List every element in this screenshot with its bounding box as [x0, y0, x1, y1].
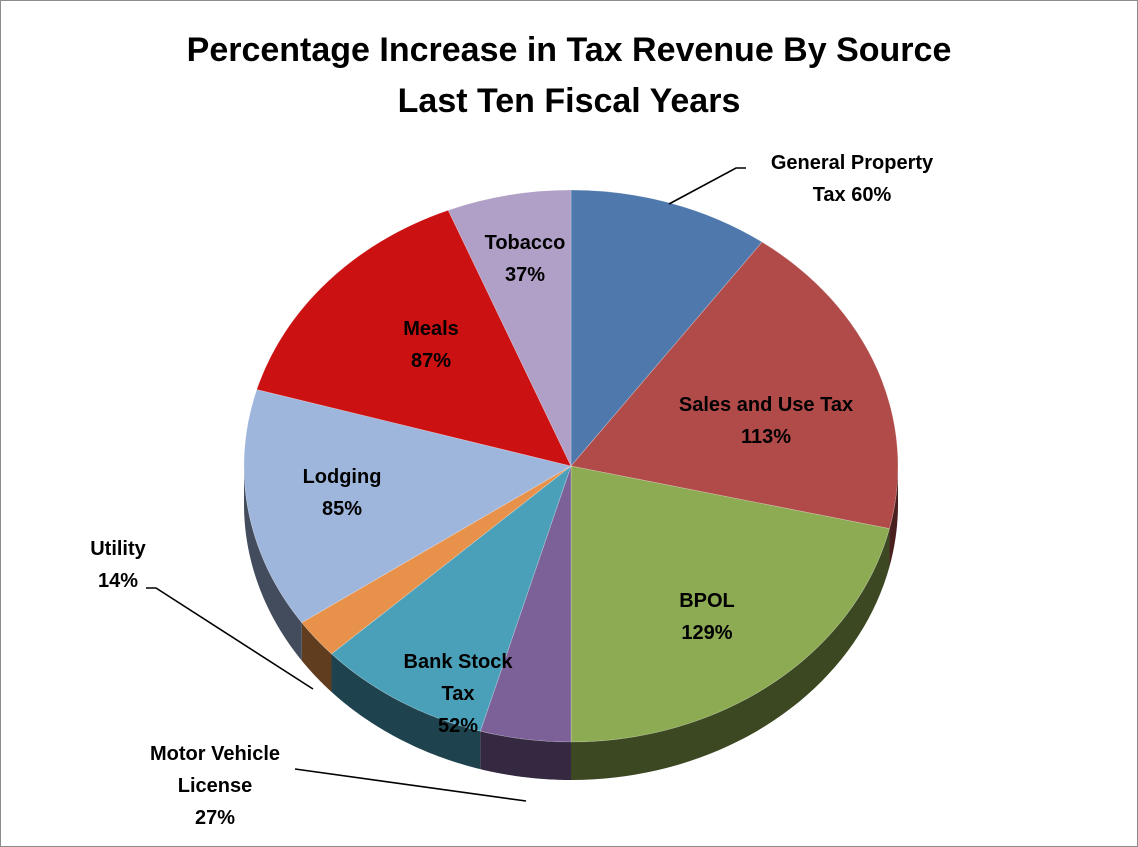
- slice-side-bank-stock-tax: [331, 653, 481, 770]
- leader-line-general-property-tax: [668, 167, 746, 205]
- slice-side-utility: [301, 622, 332, 692]
- slice-label-utility: Utility 14%: [90, 538, 146, 592]
- leader-line-utility: [146, 587, 314, 690]
- pie-3d-sides: [244, 466, 898, 780]
- slice-side-motor-vehicle-license: [480, 731, 571, 780]
- slice-bank-stock-tax: [331, 465, 572, 732]
- chart-subtitle: Last Ten Fiscal Years: [398, 82, 741, 120]
- slice-side-sales-and-use-tax: [889, 466, 898, 567]
- slice-sales-and-use-tax: [570, 241, 899, 529]
- leader-lines: [146, 167, 746, 802]
- slice-label-bank-stock-tax: Bank Stock Tax 52%: [404, 651, 514, 737]
- slice-label-tobacco: Tobacco 37%: [485, 232, 566, 286]
- slice-meals: [256, 209, 572, 467]
- slice-side-bpol: [571, 528, 890, 780]
- slice-lodging: [243, 389, 572, 623]
- chart-title: Percentage Increase in Tax Revenue By So…: [187, 31, 952, 69]
- slice-tobacco: [447, 189, 572, 467]
- slice-label-lodging: Lodging 85%: [303, 466, 382, 520]
- slice-utility: [301, 465, 572, 655]
- pie-slices: [243, 189, 899, 743]
- slice-bpol: [570, 465, 890, 743]
- slice-label-motor-vehicle-license: Motor Vehicle License 27%: [150, 743, 280, 829]
- slice-label-general-property-tax: General Property Tax 60%: [771, 152, 934, 206]
- slice-label-meals: Meals 87%: [403, 318, 459, 372]
- slice-motor-vehicle-license: [479, 465, 572, 743]
- slice-label-sales-and-use-tax: Sales and Use Tax 113%: [679, 394, 853, 448]
- leader-line-motor-vehicle-license: [294, 768, 527, 802]
- slice-label-bpol: BPOL 129%: [679, 590, 735, 644]
- slice-side-lodging: [244, 466, 302, 661]
- slice-labels: General Property Tax 60% Sales and Use Tax…: [90, 152, 934, 829]
